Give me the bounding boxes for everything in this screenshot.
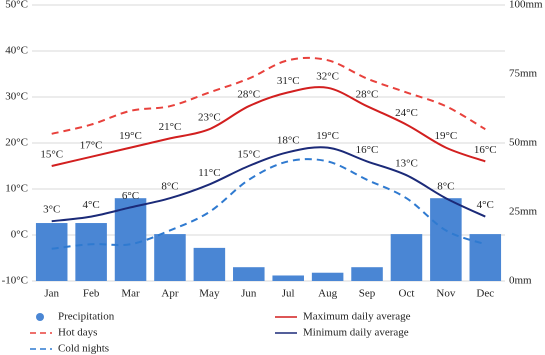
data-label: 8°C bbox=[437, 181, 454, 193]
y2-tick-label: 0mm bbox=[509, 275, 532, 287]
data-label: 16°C bbox=[356, 144, 379, 156]
data-label: 3°C bbox=[43, 204, 60, 216]
y-tick-label: 10°C bbox=[5, 183, 28, 195]
data-label: 15°C bbox=[237, 149, 260, 161]
data-label: 17°C bbox=[80, 139, 103, 151]
data-label: 8°C bbox=[161, 181, 178, 193]
data-label: 13°C bbox=[395, 158, 418, 170]
bar bbox=[114, 198, 147, 281]
y-tick-label: 50°C bbox=[5, 0, 28, 11]
legend-label: Maximum daily average bbox=[303, 311, 411, 323]
data-label: 4°C bbox=[83, 199, 100, 211]
x-tick-label: Jan bbox=[44, 288, 59, 300]
x-tick-label: Jul bbox=[282, 288, 295, 300]
data-label: 15°C bbox=[40, 149, 63, 161]
x-tick-label: Feb bbox=[83, 288, 100, 300]
y-tick-label: 40°C bbox=[5, 45, 28, 57]
line bbox=[51, 86, 486, 167]
data-label: 21°C bbox=[159, 121, 182, 133]
legend-swatch bbox=[36, 313, 44, 321]
x-tick-label: Sep bbox=[359, 288, 376, 300]
data-label: 24°C bbox=[395, 107, 418, 119]
y-tick-label: 30°C bbox=[5, 91, 28, 103]
y2-tick-label: 100mm bbox=[509, 0, 543, 11]
line bbox=[51, 158, 486, 250]
bar bbox=[351, 267, 383, 281]
data-label: 19°C bbox=[119, 130, 142, 142]
data-label: 11°C bbox=[198, 167, 220, 179]
line bbox=[51, 56, 486, 135]
line bbox=[51, 146, 486, 223]
data-label: 16°C bbox=[474, 144, 497, 156]
x-tick-label: Jun bbox=[241, 288, 257, 300]
legend-label: Hot days bbox=[58, 327, 97, 339]
legend-label: Cold nights bbox=[58, 343, 109, 355]
x-tick-label: Oct bbox=[399, 288, 415, 300]
data-label: 6°C bbox=[122, 190, 139, 202]
data-label: 28°C bbox=[356, 89, 379, 101]
bar bbox=[390, 234, 423, 281]
bar bbox=[154, 234, 186, 281]
bar bbox=[233, 267, 265, 281]
data-label: 19°C bbox=[435, 130, 458, 142]
data-label: 28°C bbox=[237, 89, 260, 101]
bar bbox=[272, 275, 304, 281]
bar bbox=[75, 223, 107, 281]
bar bbox=[311, 272, 344, 281]
y-tick-label: 0°C bbox=[11, 229, 28, 241]
bar bbox=[35, 223, 68, 281]
y-tick-label: 20°C bbox=[5, 137, 28, 149]
x-tick-label: Apr bbox=[161, 288, 178, 300]
bar bbox=[193, 247, 226, 281]
data-label: 19°C bbox=[316, 130, 339, 142]
data-label: 31°C bbox=[277, 75, 300, 87]
data-label: 4°C bbox=[477, 199, 494, 211]
x-tick-label: Aug bbox=[318, 288, 337, 300]
data-label: 23°C bbox=[198, 112, 221, 124]
x-tick-label: Dec bbox=[476, 288, 494, 300]
bar bbox=[469, 234, 502, 281]
y2-tick-label: 50mm bbox=[509, 137, 538, 149]
legend-label: Precipitation bbox=[58, 311, 115, 323]
x-tick-label: May bbox=[199, 288, 220, 300]
legend-label: Minimum daily average bbox=[303, 327, 409, 339]
data-label: 32°C bbox=[316, 70, 339, 82]
y2-tick-label: 25mm bbox=[509, 206, 538, 218]
y2-tick-label: 75mm bbox=[509, 68, 538, 80]
data-label: 18°C bbox=[277, 135, 300, 147]
y-tick-label: -10°C bbox=[2, 275, 28, 287]
bar bbox=[430, 198, 462, 281]
x-tick-label: Nov bbox=[436, 288, 455, 300]
x-tick-label: Mar bbox=[121, 288, 140, 300]
